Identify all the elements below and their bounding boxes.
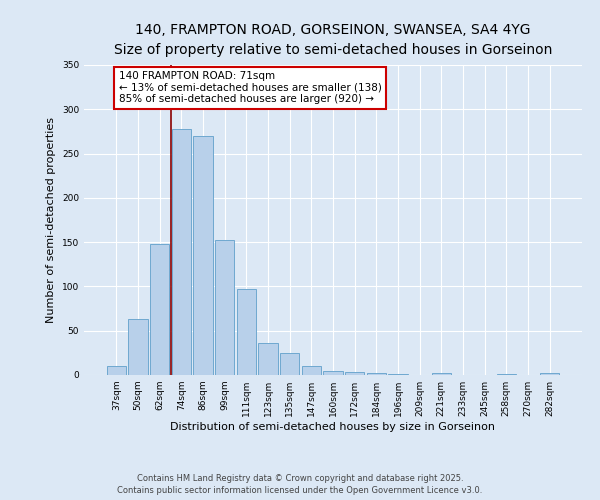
Bar [431, 373, 451, 375]
Bar [172, 129, 191, 375]
Bar [367, 373, 386, 375]
Bar [540, 373, 559, 375]
Bar [280, 353, 299, 375]
Bar [497, 374, 516, 375]
Bar [215, 240, 235, 375]
Bar [128, 319, 148, 375]
Bar [302, 366, 321, 375]
Bar [193, 136, 213, 375]
Bar [323, 370, 343, 375]
Text: 140 FRAMPTON ROAD: 71sqm
← 13% of semi-detached houses are smaller (138)
85% of : 140 FRAMPTON ROAD: 71sqm ← 13% of semi-d… [119, 71, 382, 104]
Y-axis label: Number of semi-detached properties: Number of semi-detached properties [46, 117, 56, 323]
X-axis label: Distribution of semi-detached houses by size in Gorseinon: Distribution of semi-detached houses by … [170, 422, 496, 432]
Text: Contains HM Land Registry data © Crown copyright and database right 2025.
Contai: Contains HM Land Registry data © Crown c… [118, 474, 482, 495]
Bar [345, 372, 364, 375]
Title: 140, FRAMPTON ROAD, GORSEINON, SWANSEA, SA4 4YG
Size of property relative to sem: 140, FRAMPTON ROAD, GORSEINON, SWANSEA, … [114, 24, 552, 57]
Bar [258, 343, 278, 375]
Bar [150, 244, 169, 375]
Bar [236, 289, 256, 375]
Bar [107, 366, 126, 375]
Bar [388, 374, 408, 375]
